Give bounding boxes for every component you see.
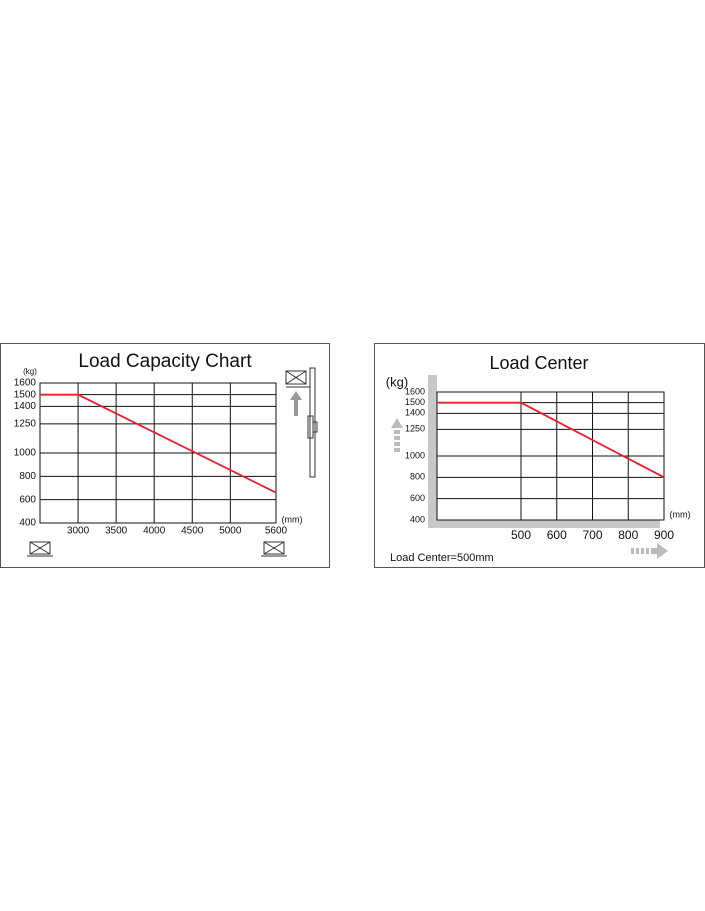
y-tick-label: 1250 (405, 424, 425, 434)
chart-title: Load Center (489, 353, 588, 373)
y-tick-label: 1600 (14, 378, 37, 389)
x-tick-label: 800 (618, 528, 638, 542)
y-tick-label: 1400 (14, 401, 37, 412)
y-tick-label: 400 (19, 518, 36, 529)
y-tick-label: 1500 (14, 389, 37, 400)
panel-frame (0, 343, 330, 568)
x-tick-label: 500 (511, 528, 531, 542)
x-tick-label: 700 (582, 528, 602, 542)
annotation: Load Center=500mm (390, 552, 494, 564)
y-tick-label: 1000 (405, 450, 425, 460)
pallet-icon (27, 541, 53, 557)
y-tick-label: 1600 (405, 386, 425, 396)
x-tick-label: 3000 (67, 526, 90, 537)
axis-band (428, 375, 660, 528)
arrow-up (391, 418, 403, 452)
forklift-icon (285, 367, 318, 478)
y-tick-label: 1250 (14, 418, 37, 429)
data-line (437, 401, 665, 479)
x-axis-label: (mm) (282, 514, 303, 524)
y-tick-label: 800 (410, 472, 425, 482)
x-tick-label: 4000 (143, 526, 166, 537)
chart-title: Load Capacity Chart (78, 351, 252, 372)
y-axis-label: (kg) (386, 374, 408, 389)
pallet-icon (261, 541, 287, 557)
x-tick-label: 600 (547, 528, 567, 542)
x-axis-label: (mm) (670, 509, 691, 519)
y-tick-label: 1400 (405, 408, 425, 418)
y-tick-label: 1500 (405, 397, 425, 407)
y-tick-label: 1000 (14, 448, 37, 459)
y-tick-label: 600 (19, 494, 36, 505)
y-axis-label: (kg) (23, 367, 37, 376)
arrow-right (631, 543, 668, 559)
x-tick-label: 900 (654, 528, 674, 542)
y-tick-label: 400 (410, 514, 425, 524)
y-tick-label: 600 (410, 493, 425, 503)
x-tick-label: 5000 (219, 526, 242, 537)
data-line (40, 393, 277, 494)
x-tick-label: 3500 (105, 526, 128, 537)
x-tick-label: 4500 (181, 526, 204, 537)
y-tick-label: 800 (19, 471, 36, 482)
x-tick-label: 5600 (265, 526, 288, 537)
